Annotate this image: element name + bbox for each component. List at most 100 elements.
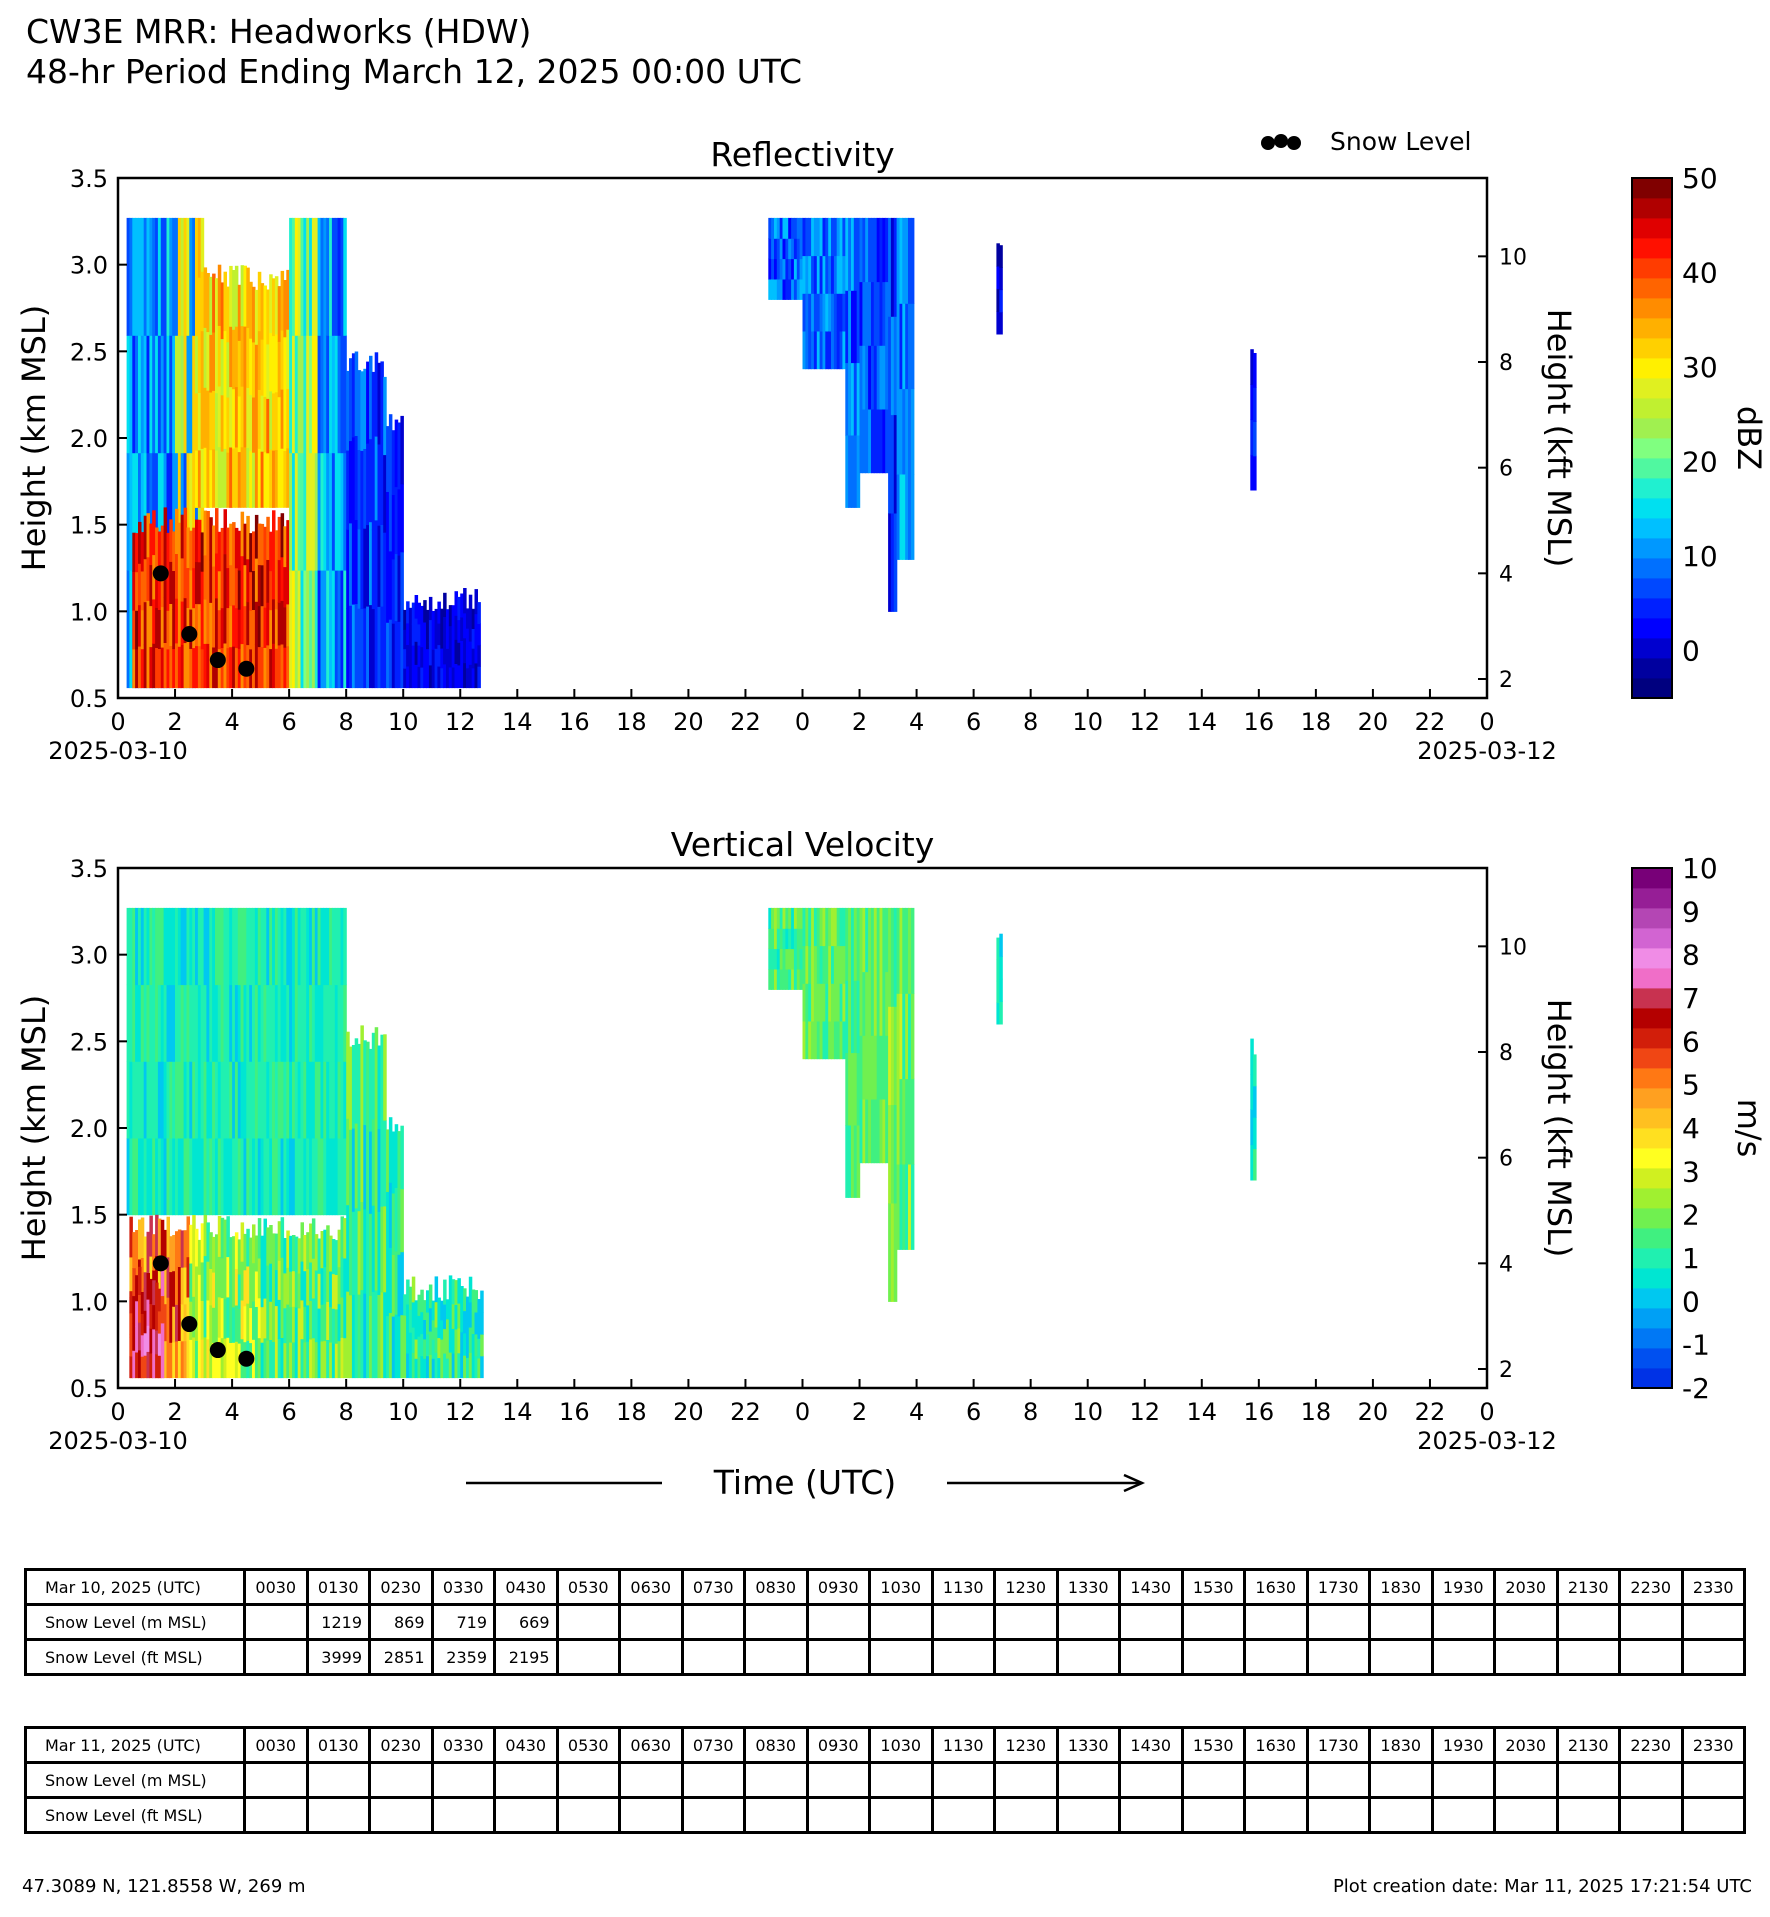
data-cell <box>286 603 290 647</box>
data-cell <box>346 1031 350 1119</box>
data-cell <box>206 555 210 600</box>
data-cell <box>243 907 247 986</box>
data-cell <box>269 390 273 450</box>
table-cell: 2195 <box>493 1638 559 1676</box>
data-cell <box>357 370 362 450</box>
data-cell <box>831 293 835 332</box>
data-cell <box>434 1327 439 1353</box>
xtick-label: 8 <box>1023 708 1038 736</box>
data-cell <box>902 474 906 560</box>
data-cell <box>414 664 419 689</box>
ytick-right-label: 10 <box>1499 935 1527 960</box>
data-cell <box>252 1262 256 1302</box>
data-cell <box>314 1305 319 1343</box>
xtick-label: 16 <box>559 708 590 736</box>
table-cell <box>680 1638 746 1676</box>
data-cell <box>853 1052 858 1126</box>
data-cell <box>320 217 324 336</box>
data-cell <box>363 1124 367 1210</box>
table-cell <box>1618 1638 1684 1676</box>
data-cell <box>152 1353 156 1379</box>
data-cell <box>297 1238 302 1274</box>
data-cell <box>793 217 798 239</box>
data-cell <box>896 993 901 1080</box>
data-cell <box>326 570 330 689</box>
data-cell <box>223 553 227 599</box>
data-cell <box>397 1254 401 1317</box>
data-cell <box>805 293 809 332</box>
data-cell <box>859 217 863 283</box>
data-cell <box>203 984 208 1062</box>
data-cell <box>380 1206 384 1293</box>
data-cell <box>163 1061 168 1139</box>
data-cell <box>260 605 265 648</box>
data-cell <box>197 1343 202 1379</box>
data-cell <box>243 326 247 387</box>
ytick-label: 2.5 <box>70 1028 108 1056</box>
data-cell <box>329 570 333 689</box>
data-cell <box>351 1211 356 1295</box>
data-cell <box>411 1327 416 1353</box>
data-cell <box>326 335 330 454</box>
data-cell <box>240 1300 245 1340</box>
data-cell <box>311 1298 316 1339</box>
data-cell <box>851 217 855 291</box>
data-cell <box>825 293 829 332</box>
data-cell <box>243 1305 247 1343</box>
data-cell <box>908 1078 912 1165</box>
data-cell <box>463 588 467 614</box>
xtick-label: 14 <box>502 1398 533 1426</box>
data-cell <box>195 1228 199 1267</box>
data-cell <box>206 643 210 689</box>
table-cell <box>993 1761 1059 1799</box>
snow-level-ft-row: Snow Level (ft MSL) <box>24 1796 1746 1834</box>
data-cell <box>320 907 324 986</box>
data-cell <box>294 1271 299 1308</box>
data-cell <box>226 647 230 689</box>
data-cell <box>408 667 413 689</box>
data-cell <box>240 386 245 448</box>
data-cell <box>143 217 148 336</box>
time-header-cell: 0930 <box>805 1568 871 1606</box>
data-cell <box>426 1355 430 1379</box>
data-cell <box>175 217 179 336</box>
data-cell <box>155 1330 159 1355</box>
data-cell <box>135 1352 139 1379</box>
data-cell <box>822 1021 826 1060</box>
data-cell <box>865 1099 869 1164</box>
time-header-cell: 1830 <box>1368 1568 1434 1606</box>
data-cell <box>138 217 142 336</box>
data-cell <box>292 335 296 454</box>
data-cell <box>257 1218 262 1259</box>
data-cell <box>206 1061 210 1139</box>
data-cell <box>292 907 296 986</box>
table-cell <box>1055 1603 1121 1641</box>
data-cell <box>357 1294 362 1379</box>
data-cell <box>283 1138 287 1216</box>
data-cell <box>280 1257 285 1298</box>
data-cell <box>386 426 390 492</box>
data-cell <box>477 666 481 689</box>
data-cell <box>808 293 812 332</box>
colorbar-segment <box>1632 478 1672 499</box>
data-cell <box>252 341 256 398</box>
data-cell <box>183 1138 188 1216</box>
time-header-cell: 0630 <box>618 1726 684 1764</box>
data-cell <box>237 451 242 508</box>
data-cell <box>776 928 781 950</box>
colorbar-segment <box>1632 618 1672 639</box>
table-row-label: Snow Level (ft MSL) <box>24 1638 246 1676</box>
data-cell <box>292 1061 296 1139</box>
data-cell <box>220 1297 225 1339</box>
data-cell <box>243 265 247 327</box>
data-cell <box>802 331 806 370</box>
data-cell <box>309 984 313 1062</box>
data-cell <box>172 217 176 336</box>
data-cell <box>785 279 789 300</box>
data-cell <box>779 238 784 260</box>
data-cell <box>143 1287 148 1311</box>
data-cell <box>126 570 131 689</box>
data-cell <box>340 570 344 689</box>
data-cell <box>195 519 199 563</box>
data-cell <box>269 570 273 611</box>
